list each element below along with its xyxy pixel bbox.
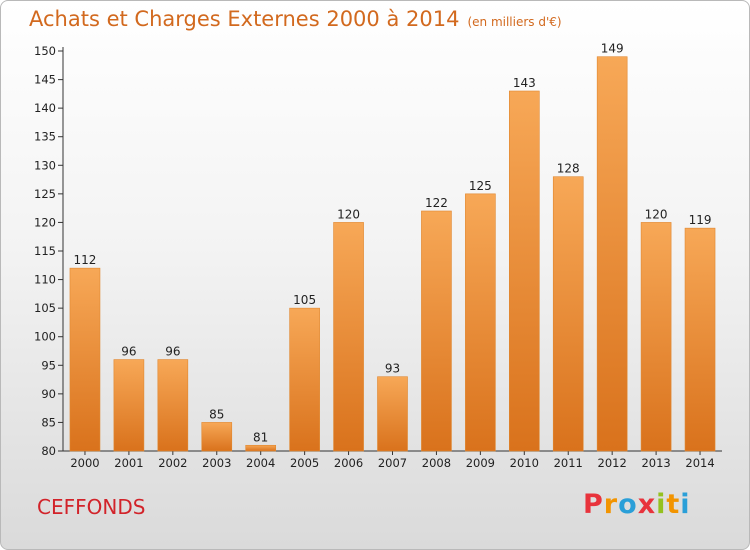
x-tick-label: 2002 xyxy=(158,456,187,470)
bar xyxy=(377,376,408,452)
x-tick-label: 2004 xyxy=(246,456,275,470)
bar xyxy=(245,444,276,452)
data-label: 105 xyxy=(293,293,316,307)
logo-letter: r xyxy=(603,489,619,520)
bar xyxy=(69,267,101,452)
y-tick-label: 120 xyxy=(34,215,56,229)
data-label: 128 xyxy=(557,162,580,176)
x-tick-label: 2000 xyxy=(70,456,99,470)
logo-letter: o xyxy=(618,489,638,520)
data-label: 125 xyxy=(469,179,492,193)
data-label: 85 xyxy=(209,407,224,421)
bar xyxy=(640,222,672,452)
data-label: 96 xyxy=(165,345,180,359)
x-tick-label: 2012 xyxy=(598,456,627,470)
bar xyxy=(289,307,320,452)
data-label: 149 xyxy=(601,42,624,56)
y-tick-label: 140 xyxy=(34,101,56,115)
data-label: 122 xyxy=(425,196,448,210)
y-tick-label: 125 xyxy=(34,187,56,201)
bar xyxy=(333,222,364,452)
chart-title: Achats et Charges Externes 2000 à 2014 (e… xyxy=(29,7,562,31)
proxiti-logo: Proxiti xyxy=(583,489,691,520)
bar xyxy=(201,422,233,452)
logo-letter: i xyxy=(656,489,667,520)
x-tick-label: 2009 xyxy=(466,456,495,470)
y-tick-label: 145 xyxy=(34,73,56,87)
x-tick-label: 2014 xyxy=(685,456,714,470)
bar xyxy=(421,210,452,452)
data-label: 93 xyxy=(385,362,400,376)
data-label: 81 xyxy=(253,430,268,444)
data-label: 96 xyxy=(121,345,136,359)
chart-subtitle: (en milliers d'€) xyxy=(467,15,562,29)
bar xyxy=(684,227,716,452)
bar xyxy=(465,193,496,452)
data-label: 120 xyxy=(645,207,668,221)
logo-letter: x xyxy=(637,489,657,520)
x-tick-label: 2006 xyxy=(334,456,363,470)
bar xyxy=(596,56,628,452)
data-label: 120 xyxy=(337,207,360,221)
bar xyxy=(113,359,145,452)
x-tick-label: 2007 xyxy=(378,456,407,470)
place-name: CEFFONDS xyxy=(37,495,146,519)
y-tick-label: 105 xyxy=(34,301,56,315)
x-tick-label: 2008 xyxy=(422,456,451,470)
x-tick-label: 2013 xyxy=(641,456,670,470)
y-tick-label: 95 xyxy=(41,358,56,372)
y-tick-label: 115 xyxy=(34,244,56,258)
x-tick-label: 2005 xyxy=(290,456,319,470)
data-label: 112 xyxy=(74,253,97,267)
y-tick-label: 130 xyxy=(34,158,56,172)
data-label: 143 xyxy=(513,76,536,90)
data-label: 119 xyxy=(689,213,712,227)
y-tick-label: 90 xyxy=(41,387,56,401)
chart-title-text: Achats et Charges Externes 2000 à 2014 xyxy=(29,7,460,31)
y-tick-label: 110 xyxy=(34,273,56,287)
x-tick-label: 2010 xyxy=(510,456,539,470)
x-tick-label: 2001 xyxy=(114,456,143,470)
bar xyxy=(552,176,584,452)
logo-letter: P xyxy=(583,489,604,520)
x-tick-label: 2011 xyxy=(554,456,583,470)
y-tick-label: 85 xyxy=(41,415,56,429)
x-tick-label: 2003 xyxy=(202,456,231,470)
bar xyxy=(157,359,189,452)
y-tick-label: 100 xyxy=(34,330,56,344)
logo-letter: i xyxy=(680,489,691,520)
y-tick-label: 135 xyxy=(34,130,56,144)
y-tick-label: 80 xyxy=(41,444,56,458)
bar xyxy=(508,90,540,452)
y-tick-label: 150 xyxy=(34,44,56,58)
logo-letter: t xyxy=(666,489,681,520)
